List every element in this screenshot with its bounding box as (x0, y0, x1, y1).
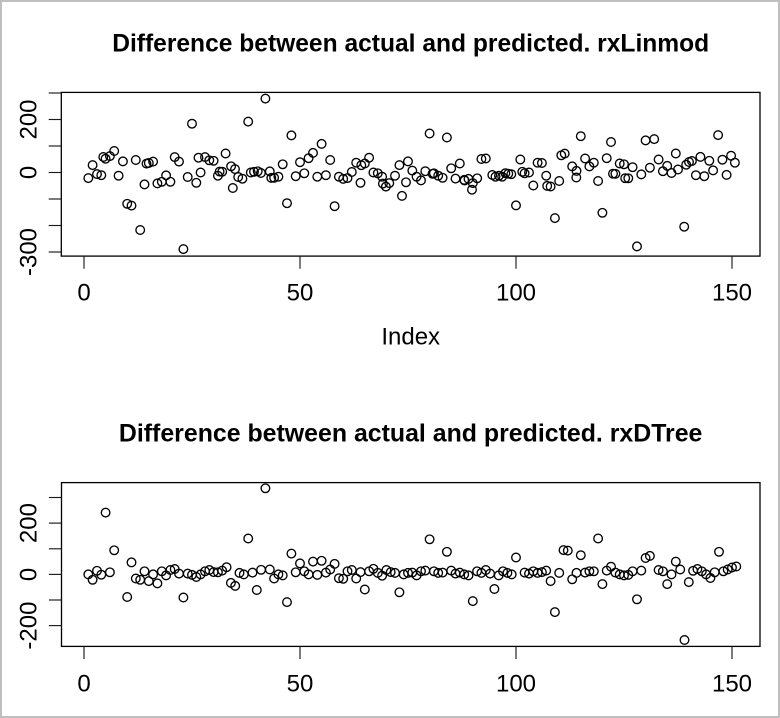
svg-text:50: 50 (287, 280, 314, 307)
svg-text:200: 200 (16, 503, 43, 543)
svg-text:-300: -300 (16, 228, 43, 276)
svg-text:100: 100 (496, 280, 536, 307)
svg-text:100: 100 (496, 671, 536, 698)
svg-text:0: 0 (77, 280, 90, 307)
svg-text:50: 50 (287, 671, 314, 698)
svg-text:0: 0 (16, 166, 43, 179)
svg-text:200: 200 (16, 99, 43, 139)
svg-text:-200: -200 (16, 602, 43, 650)
svg-text:150: 150 (712, 280, 752, 307)
svg-text:Difference between actual and: Difference between actual and predicted.… (112, 30, 709, 57)
svg-text:150: 150 (712, 671, 752, 698)
svg-text:0: 0 (77, 671, 90, 698)
svg-text:Index: Index (381, 324, 440, 351)
svg-text:0: 0 (16, 568, 43, 581)
svg-text:Difference between actual and: Difference between actual and predicted.… (119, 420, 703, 447)
